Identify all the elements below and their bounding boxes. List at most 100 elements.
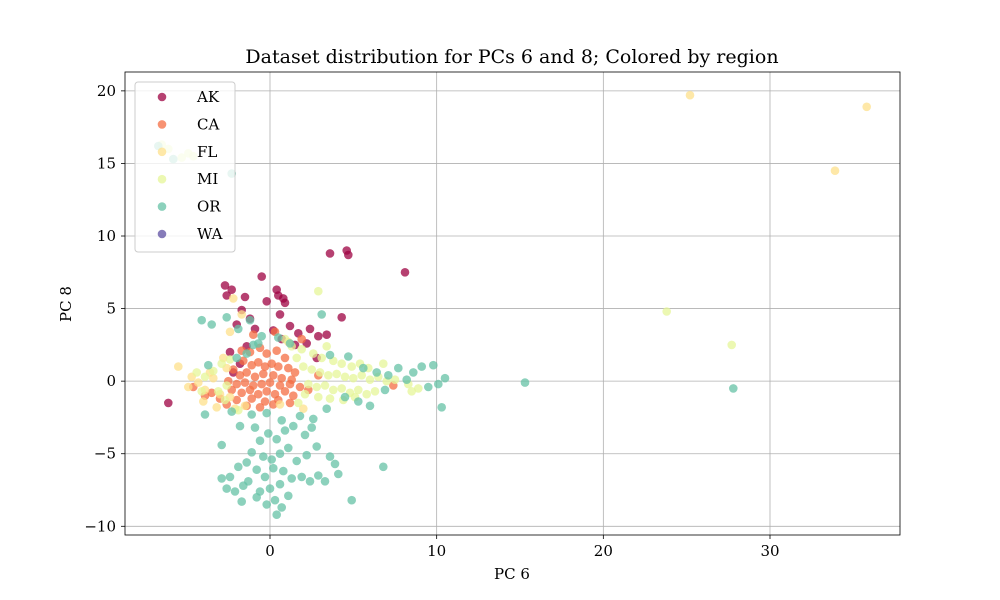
x-axis-label: PC 6	[494, 565, 530, 583]
data-point	[292, 456, 302, 466]
data-point	[209, 366, 218, 376]
data-point	[520, 378, 530, 387]
series-or	[154, 141, 738, 519]
data-point	[429, 360, 438, 370]
data-point	[217, 474, 226, 483]
data-point	[359, 363, 368, 373]
data-point	[279, 466, 288, 476]
data-point	[272, 434, 282, 444]
data-point	[330, 459, 340, 469]
data-point	[292, 353, 302, 363]
data-point	[300, 389, 310, 399]
data-point	[259, 452, 268, 461]
data-point	[257, 379, 267, 389]
data-point	[275, 449, 285, 459]
data-point	[199, 397, 208, 406]
data-point	[370, 387, 380, 396]
data-point	[314, 471, 323, 480]
data-point	[357, 371, 367, 380]
data-point	[200, 372, 210, 382]
data-point	[222, 313, 231, 322]
data-point	[280, 387, 290, 396]
axis-ticks: 0 10 20 30 −10 −5 0 5 10 15 20	[84, 82, 779, 560]
legend-marker	[157, 120, 167, 129]
legend-label: WA	[197, 225, 223, 243]
data-point	[354, 397, 363, 406]
data-point	[394, 363, 403, 373]
data-point	[225, 327, 235, 337]
data-point	[322, 404, 332, 414]
data-point	[262, 297, 272, 306]
data-point	[275, 400, 285, 409]
data-point	[337, 313, 347, 322]
data-point	[294, 398, 303, 408]
data-point	[207, 388, 216, 398]
data-point	[275, 310, 285, 319]
data-point	[269, 463, 278, 473]
data-point	[184, 382, 193, 392]
legend-marker	[157, 202, 167, 211]
data-point	[264, 429, 273, 438]
data-point	[297, 334, 307, 344]
data-point	[285, 398, 295, 408]
data-point	[274, 362, 283, 371]
y-tick-label: −5	[94, 445, 116, 463]
data-point	[284, 363, 293, 373]
data-point	[307, 365, 317, 374]
data-point	[289, 421, 298, 431]
data-point	[217, 440, 226, 450]
data-point	[257, 272, 267, 281]
data-point	[305, 477, 315, 486]
data-point	[247, 360, 256, 370]
data-point	[237, 497, 246, 506]
data-point	[302, 450, 312, 460]
data-point	[245, 315, 255, 325]
data-point	[685, 90, 695, 100]
data-point	[347, 495, 357, 505]
series-ak	[164, 246, 410, 408]
data-point	[257, 331, 267, 341]
data-point	[424, 382, 433, 392]
data-point	[242, 349, 251, 358]
data-point	[220, 395, 230, 405]
plot-area-frame	[124, 71, 901, 536]
data-point	[379, 462, 388, 472]
data-point	[240, 378, 250, 387]
data-point	[272, 346, 282, 356]
y-tick-label: −10	[84, 517, 116, 535]
data-point	[269, 400, 278, 409]
data-point	[317, 353, 327, 363]
data-point	[334, 469, 343, 479]
data-point	[229, 365, 238, 374]
data-point	[232, 395, 241, 405]
legend: AK CA FL MI OR WA	[134, 81, 236, 253]
data-point	[662, 307, 671, 316]
data-point	[400, 268, 410, 277]
data-point	[234, 324, 243, 334]
data-point	[287, 474, 297, 483]
data-point	[245, 385, 255, 395]
data-point	[260, 472, 270, 482]
data-point	[312, 382, 322, 392]
data-point	[235, 371, 245, 380]
data-point	[299, 362, 308, 371]
data-point	[275, 381, 285, 390]
data-point	[407, 387, 417, 396]
data-point	[390, 375, 400, 385]
data-point	[284, 491, 293, 501]
y-tick-label: 10	[97, 227, 116, 245]
data-point	[329, 385, 338, 395]
data-point	[344, 250, 353, 260]
data-point	[304, 379, 313, 389]
data-point	[252, 493, 261, 502]
legend-label: MI	[197, 170, 218, 188]
data-points	[154, 90, 871, 519]
x-tick-label: 0	[265, 542, 275, 560]
data-point	[402, 375, 412, 385]
data-point	[197, 315, 206, 325]
data-point	[250, 372, 260, 382]
data-point	[220, 281, 230, 290]
data-point	[247, 394, 256, 403]
data-point	[340, 392, 350, 402]
